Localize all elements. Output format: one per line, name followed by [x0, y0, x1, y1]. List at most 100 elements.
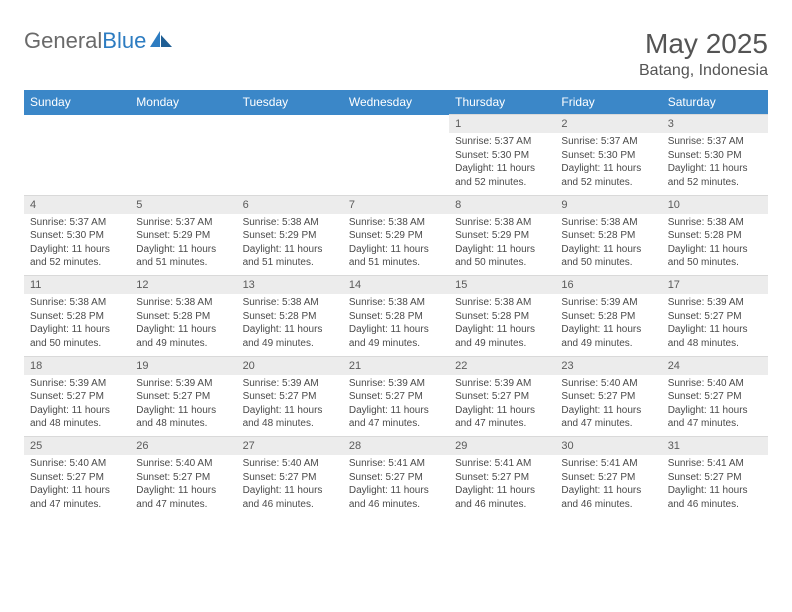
- daylight-text: Daylight: 11 hours: [243, 484, 337, 498]
- day-cell: Sunrise: 5:39 AMSunset: 5:27 PMDaylight:…: [130, 375, 236, 437]
- day-cell: [24, 133, 130, 195]
- sunset-text: Sunset: 5:27 PM: [668, 310, 762, 324]
- day-content-row: Sunrise: 5:40 AMSunset: 5:27 PMDaylight:…: [24, 455, 768, 517]
- weekday-header: Thursday: [449, 90, 555, 115]
- daylight-text: and 47 minutes.: [668, 417, 762, 431]
- sunset-text: Sunset: 5:29 PM: [243, 229, 337, 243]
- day-cell: Sunrise: 5:38 AMSunset: 5:28 PMDaylight:…: [130, 294, 236, 356]
- sunset-text: Sunset: 5:27 PM: [455, 390, 549, 404]
- daylight-text: Daylight: 11 hours: [561, 484, 655, 498]
- daylight-text: and 46 minutes.: [561, 498, 655, 512]
- sunrise-text: Sunrise: 5:39 AM: [455, 377, 549, 391]
- day-cell: Sunrise: 5:40 AMSunset: 5:27 PMDaylight:…: [662, 375, 768, 437]
- sunrise-text: Sunrise: 5:39 AM: [243, 377, 337, 391]
- day-number-cell: 3: [662, 115, 768, 134]
- day-number-cell: 20: [237, 356, 343, 375]
- sunrise-text: Sunrise: 5:38 AM: [561, 216, 655, 230]
- daylight-text: and 50 minutes.: [668, 256, 762, 270]
- daylight-text: and 51 minutes.: [243, 256, 337, 270]
- daylight-text: Daylight: 11 hours: [136, 243, 230, 257]
- sunrise-text: Sunrise: 5:40 AM: [30, 457, 124, 471]
- day-number-cell: 4: [24, 195, 130, 214]
- daylight-text: and 50 minutes.: [30, 337, 124, 351]
- title-block: May 2025 Batang, Indonesia: [639, 28, 768, 80]
- day-cell: Sunrise: 5:37 AMSunset: 5:30 PMDaylight:…: [555, 133, 661, 195]
- daylight-text: Daylight: 11 hours: [455, 484, 549, 498]
- daylight-text: and 49 minutes.: [136, 337, 230, 351]
- day-number-cell: 26: [130, 437, 236, 456]
- sunset-text: Sunset: 5:27 PM: [136, 471, 230, 485]
- sunset-text: Sunset: 5:27 PM: [668, 471, 762, 485]
- calendar-page: GeneralBlue May 2025 Batang, Indonesia S…: [0, 0, 792, 517]
- sunset-text: Sunset: 5:29 PM: [349, 229, 443, 243]
- sunrise-text: Sunrise: 5:39 AM: [349, 377, 443, 391]
- weekday-header: Monday: [130, 90, 236, 115]
- sunrise-text: Sunrise: 5:39 AM: [30, 377, 124, 391]
- day-number-cell: 29: [449, 437, 555, 456]
- sunset-text: Sunset: 5:27 PM: [455, 471, 549, 485]
- day-cell: Sunrise: 5:41 AMSunset: 5:27 PMDaylight:…: [343, 455, 449, 517]
- day-cell: Sunrise: 5:39 AMSunset: 5:27 PMDaylight:…: [449, 375, 555, 437]
- daylight-text: and 52 minutes.: [668, 176, 762, 190]
- day-cell: Sunrise: 5:37 AMSunset: 5:30 PMDaylight:…: [24, 214, 130, 276]
- daylight-text: and 52 minutes.: [30, 256, 124, 270]
- sunrise-text: Sunrise: 5:38 AM: [455, 296, 549, 310]
- daylight-text: Daylight: 11 hours: [243, 404, 337, 418]
- day-cell: Sunrise: 5:38 AMSunset: 5:28 PMDaylight:…: [555, 214, 661, 276]
- sunrise-text: Sunrise: 5:39 AM: [668, 296, 762, 310]
- day-cell: Sunrise: 5:38 AMSunset: 5:28 PMDaylight:…: [449, 294, 555, 356]
- daylight-text: Daylight: 11 hours: [30, 404, 124, 418]
- day-content-row: Sunrise: 5:39 AMSunset: 5:27 PMDaylight:…: [24, 375, 768, 437]
- sunset-text: Sunset: 5:27 PM: [243, 390, 337, 404]
- sunset-text: Sunset: 5:30 PM: [561, 149, 655, 163]
- daylight-text: and 51 minutes.: [349, 256, 443, 270]
- day-number-cell: 27: [237, 437, 343, 456]
- logo-sail-icon: [150, 31, 172, 47]
- sunset-text: Sunset: 5:27 PM: [136, 390, 230, 404]
- weekday-header: Sunday: [24, 90, 130, 115]
- day-number-cell: 7: [343, 195, 449, 214]
- day-number-cell: 31: [662, 437, 768, 456]
- day-number-cell: [237, 115, 343, 134]
- sunrise-text: Sunrise: 5:38 AM: [243, 216, 337, 230]
- day-cell: Sunrise: 5:37 AMSunset: 5:30 PMDaylight:…: [449, 133, 555, 195]
- day-number-cell: 9: [555, 195, 661, 214]
- day-cell: Sunrise: 5:38 AMSunset: 5:28 PMDaylight:…: [662, 214, 768, 276]
- day-cell: Sunrise: 5:39 AMSunset: 5:27 PMDaylight:…: [237, 375, 343, 437]
- day-number-cell: [24, 115, 130, 134]
- day-cell: Sunrise: 5:38 AMSunset: 5:28 PMDaylight:…: [343, 294, 449, 356]
- weekday-header-row: SundayMondayTuesdayWednesdayThursdayFrid…: [24, 90, 768, 115]
- sunset-text: Sunset: 5:28 PM: [561, 229, 655, 243]
- logo-blue: Blue: [102, 28, 146, 53]
- daylight-text: and 48 minutes.: [136, 417, 230, 431]
- sunset-text: Sunset: 5:30 PM: [455, 149, 549, 163]
- day-number-cell: 23: [555, 356, 661, 375]
- daylight-text: and 49 minutes.: [561, 337, 655, 351]
- daylight-text: Daylight: 11 hours: [136, 323, 230, 337]
- day-number-cell: 15: [449, 276, 555, 295]
- daylight-text: Daylight: 11 hours: [668, 243, 762, 257]
- day-number-row: 45678910: [24, 195, 768, 214]
- day-number-row: 25262728293031: [24, 437, 768, 456]
- daylight-text: Daylight: 11 hours: [561, 323, 655, 337]
- day-cell: Sunrise: 5:37 AMSunset: 5:29 PMDaylight:…: [130, 214, 236, 276]
- logo-text: GeneralBlue: [24, 28, 146, 54]
- daylight-text: Daylight: 11 hours: [30, 484, 124, 498]
- sunrise-text: Sunrise: 5:41 AM: [455, 457, 549, 471]
- day-number-cell: 30: [555, 437, 661, 456]
- daylight-text: and 51 minutes.: [136, 256, 230, 270]
- sunset-text: Sunset: 5:28 PM: [136, 310, 230, 324]
- sunrise-text: Sunrise: 5:39 AM: [561, 296, 655, 310]
- daylight-text: Daylight: 11 hours: [136, 404, 230, 418]
- location: Batang, Indonesia: [639, 62, 768, 80]
- day-cell: Sunrise: 5:40 AMSunset: 5:27 PMDaylight:…: [24, 455, 130, 517]
- day-cell: Sunrise: 5:38 AMSunset: 5:29 PMDaylight:…: [449, 214, 555, 276]
- sunset-text: Sunset: 5:28 PM: [455, 310, 549, 324]
- daylight-text: and 46 minutes.: [455, 498, 549, 512]
- daylight-text: Daylight: 11 hours: [243, 323, 337, 337]
- sunrise-text: Sunrise: 5:37 AM: [30, 216, 124, 230]
- daylight-text: Daylight: 11 hours: [668, 404, 762, 418]
- sunset-text: Sunset: 5:27 PM: [349, 471, 443, 485]
- weekday-header: Tuesday: [237, 90, 343, 115]
- sunset-text: Sunset: 5:28 PM: [30, 310, 124, 324]
